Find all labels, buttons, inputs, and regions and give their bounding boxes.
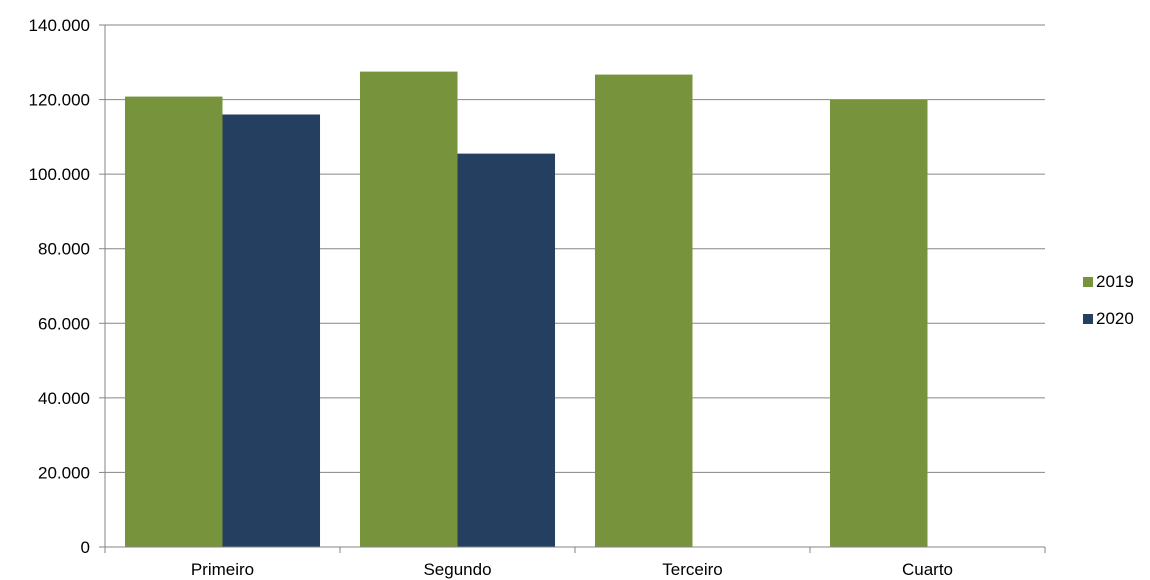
x-tick-label: Cuarto [902, 560, 953, 579]
y-tick-label: 100.000 [29, 165, 90, 184]
x-tick-label: Primeiro [191, 560, 254, 579]
y-tick-label: 140.000 [29, 16, 90, 35]
legend-label-2020: 2020 [1096, 309, 1134, 328]
legend-swatch-2020 [1083, 314, 1093, 324]
y-tick-label: 20.000 [38, 463, 90, 482]
y-tick-label: 60.000 [38, 314, 90, 333]
bar-2020-primeiro [222, 114, 321, 547]
x-tick-labels: Primeiro Segundo Terceiro Cuarto [191, 560, 953, 579]
bars [124, 71, 928, 548]
legend-item-2019: 2019 [1083, 268, 1149, 296]
y-tick-label: 0 [81, 538, 90, 557]
y-tick-labels: 0 20.000 40.000 60.000 80.000 100.000 120.000 1… [29, 16, 90, 557]
bar-2019-terceiro [594, 74, 693, 547]
x-tick-label: Segundo [423, 560, 491, 579]
axes [104, 25, 1046, 553]
legend: 2019 2020 [1083, 268, 1149, 342]
y-tick-label: 80.000 [38, 240, 90, 259]
bar-2019-segundo [359, 71, 458, 547]
bar-2019-primeiro [124, 96, 223, 548]
legend-swatch-2019 [1083, 277, 1093, 287]
legend-label-2019: 2019 [1096, 272, 1134, 291]
y-tick-label: 120.000 [29, 91, 90, 110]
y-tick-label: 40.000 [38, 389, 90, 408]
bar-2019-cuarto [829, 99, 928, 548]
bar-2020-segundo [457, 153, 556, 547]
x-tick-label: Terceiro [662, 560, 722, 579]
legend-item-2020: 2020 [1083, 305, 1149, 333]
